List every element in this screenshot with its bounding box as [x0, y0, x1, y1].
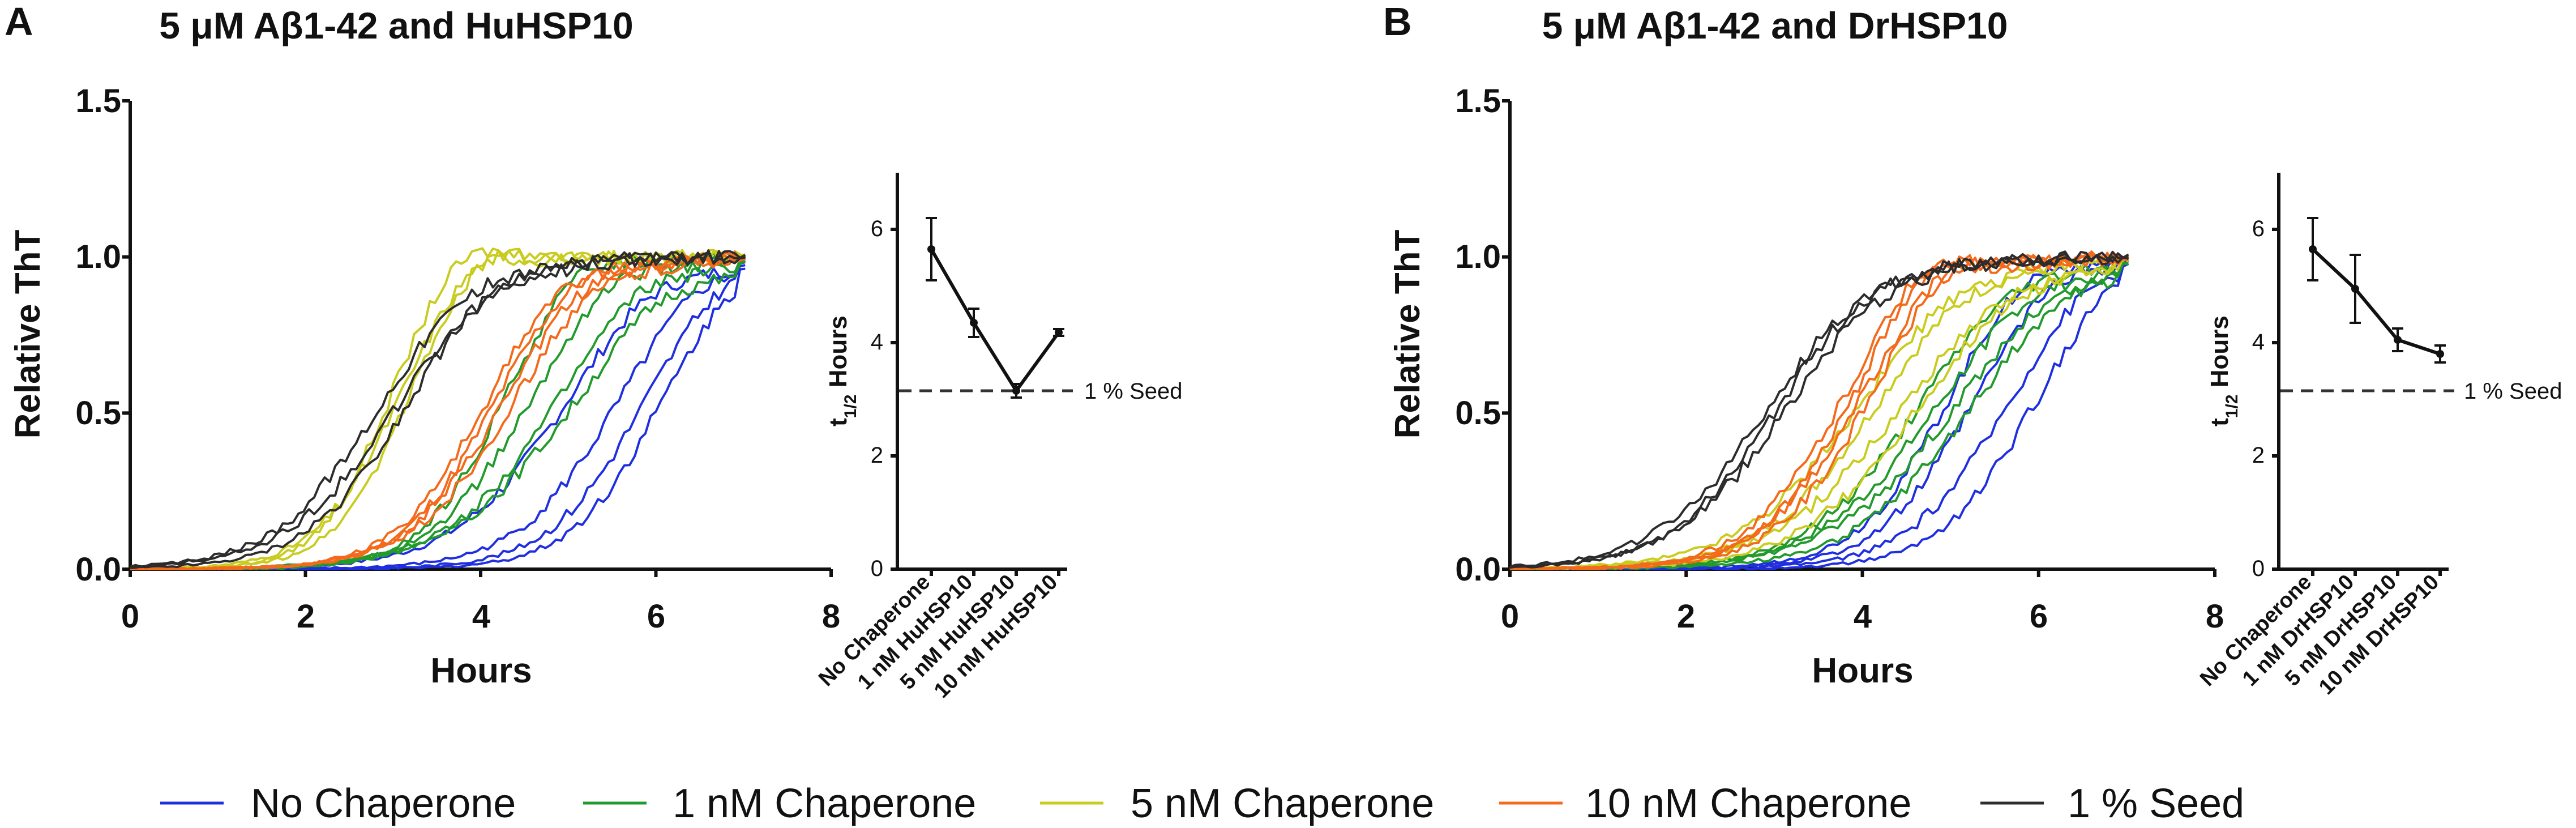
y-tick-label: 0.0 — [75, 551, 121, 588]
x-tick-label: 8 — [2206, 598, 2224, 635]
series-line-10-nm-chaperone — [130, 253, 746, 570]
series-line-5-nm-chaperone — [130, 247, 746, 570]
y-tick-label: 1.5 — [75, 83, 121, 119]
x-axis-title: Hours — [430, 651, 532, 690]
inset-y-tick-label: 4 — [2252, 330, 2265, 355]
inset-y-tick-label: 6 — [2252, 216, 2265, 241]
inset-y-axis-title: t1/2 Hours — [824, 315, 860, 426]
inset-reference-label: 1 % Seed — [1084, 379, 1182, 404]
x-tick-label: 4 — [1854, 598, 1872, 635]
inset-y-tick-label: 4 — [871, 330, 883, 355]
series-line-1-seed — [130, 251, 746, 569]
inset-reference-label: 1 % Seed — [2464, 379, 2562, 404]
series-line-5-nm-chaperone — [130, 247, 746, 570]
legend-item-no-chaperone: No Chaperone — [160, 781, 516, 826]
legend-item-1nm-chaperone: 1 nM Chaperone — [583, 781, 976, 826]
inset-ticks — [2272, 228, 2442, 576]
inset-data-layer — [2307, 217, 2446, 364]
legend-label: 1 % Seed — [2068, 781, 2244, 826]
legend-item-5nm-chaperone: 5 nM Chaperone — [1040, 781, 1434, 826]
inset-data-point — [2394, 336, 2402, 344]
axis-ticks — [1502, 99, 2216, 577]
y-tick-label: 1.0 — [1455, 238, 1501, 275]
x-tick-label: 4 — [472, 598, 490, 635]
legend-label: 5 nM Chaperone — [1131, 781, 1434, 826]
panel-a: A 5 μM Aβ1-42 and HuHSP10 0.0 0.5 1.0 1.… — [5, 0, 1182, 703]
y-tick-label: 1.0 — [75, 238, 121, 275]
y-axis-title: Relative ThT — [1388, 230, 1427, 439]
x-axis-title: Hours — [1812, 651, 1913, 690]
panel-letter: A — [5, 0, 33, 44]
legend-label: 1 nM Chaperone — [673, 781, 976, 826]
inset-data-point — [2351, 285, 2359, 293]
inset-data-point — [1055, 328, 1063, 336]
chart-title: 5 μM Aβ1-42 and DrHSP10 — [1542, 5, 2008, 46]
legend-item-1pct-seed: 1 % Seed — [1980, 781, 2244, 826]
y-tick-label: 1.5 — [1455, 83, 1501, 119]
legend-label: No Chaperone — [251, 781, 516, 826]
panel-letter: B — [1383, 0, 1412, 44]
inset-ticks — [891, 228, 1060, 576]
inset-y-tick-label: 2 — [2252, 443, 2265, 468]
x-tick-label: 6 — [2030, 598, 2048, 635]
series-layer — [1509, 250, 2129, 570]
inset-data-point — [970, 319, 978, 327]
y-axis-title: Relative ThT — [8, 230, 48, 439]
inset-data-line — [2311, 247, 2441, 356]
x-tick-label: 8 — [822, 598, 840, 635]
y-tick-label: 0.5 — [1455, 395, 1501, 432]
series-line-1-seed — [1509, 251, 2129, 569]
inset-y-tick-label: 6 — [871, 216, 883, 241]
panel-b: B 5 μM Aβ1-42 and DrHSP10 0.0 0.5 1.0 1.… — [1383, 0, 2562, 699]
series-layer — [130, 247, 746, 570]
inset-data-point — [927, 245, 935, 253]
x-tick-label: 2 — [297, 598, 315, 635]
inset-y-axis-subscript: 1/2 — [841, 394, 860, 418]
series-line-1-seed — [1509, 250, 2129, 568]
inset-y-axis-title: t1/2 Hours — [2206, 315, 2241, 426]
legend: No Chaperone 1 nM Chaperone 5 nM Chapero… — [160, 781, 2244, 826]
series-line-1-seed — [130, 249, 746, 568]
chart-title: 5 μM Aβ1-42 and HuHSP10 — [159, 5, 633, 46]
inset-data-point — [2309, 245, 2317, 253]
legend-item-10nm-chaperone: 10 nM Chaperone — [1499, 781, 1911, 826]
x-tick-label: 2 — [1677, 598, 1695, 635]
legend-label: 10 nM Chaperone — [1585, 781, 1911, 826]
inset-data-line — [930, 248, 1060, 394]
x-tick-label: 6 — [647, 598, 665, 635]
axis-ticks — [122, 99, 833, 577]
series-line-1-seed — [130, 250, 746, 569]
inset-data-layer — [926, 217, 1064, 399]
x-tick-label: 0 — [121, 598, 139, 635]
inset-y-tick-label: 0 — [871, 556, 883, 581]
inset-y-axis-subscript: 1/2 — [2223, 394, 2241, 418]
y-tick-label: 0.5 — [75, 395, 121, 432]
inset-chart: 0 2 4 6 t1/2 Hours No Chaperone 1 nM DrH… — [2196, 173, 2562, 699]
inset-y-tick-label: 0 — [2252, 556, 2265, 581]
y-tick-label: 0.0 — [1455, 551, 1501, 588]
series-line-10-nm-chaperone — [130, 253, 746, 570]
x-tick-label: 0 — [1501, 598, 1519, 635]
inset-chart: 0 2 4 6 t1/2 Hours No Chaperone 1 nM HuH… — [814, 173, 1182, 703]
inset-data-point — [1012, 387, 1020, 395]
series-line-1-nm-chaperone — [1510, 256, 2129, 570]
inset-y-tick-label: 2 — [871, 443, 883, 468]
inset-data-point — [2436, 350, 2444, 358]
